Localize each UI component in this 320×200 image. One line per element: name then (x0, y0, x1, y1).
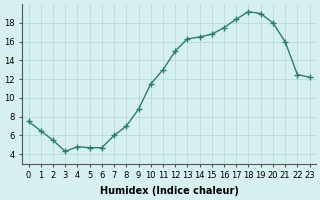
X-axis label: Humidex (Indice chaleur): Humidex (Indice chaleur) (100, 186, 238, 196)
